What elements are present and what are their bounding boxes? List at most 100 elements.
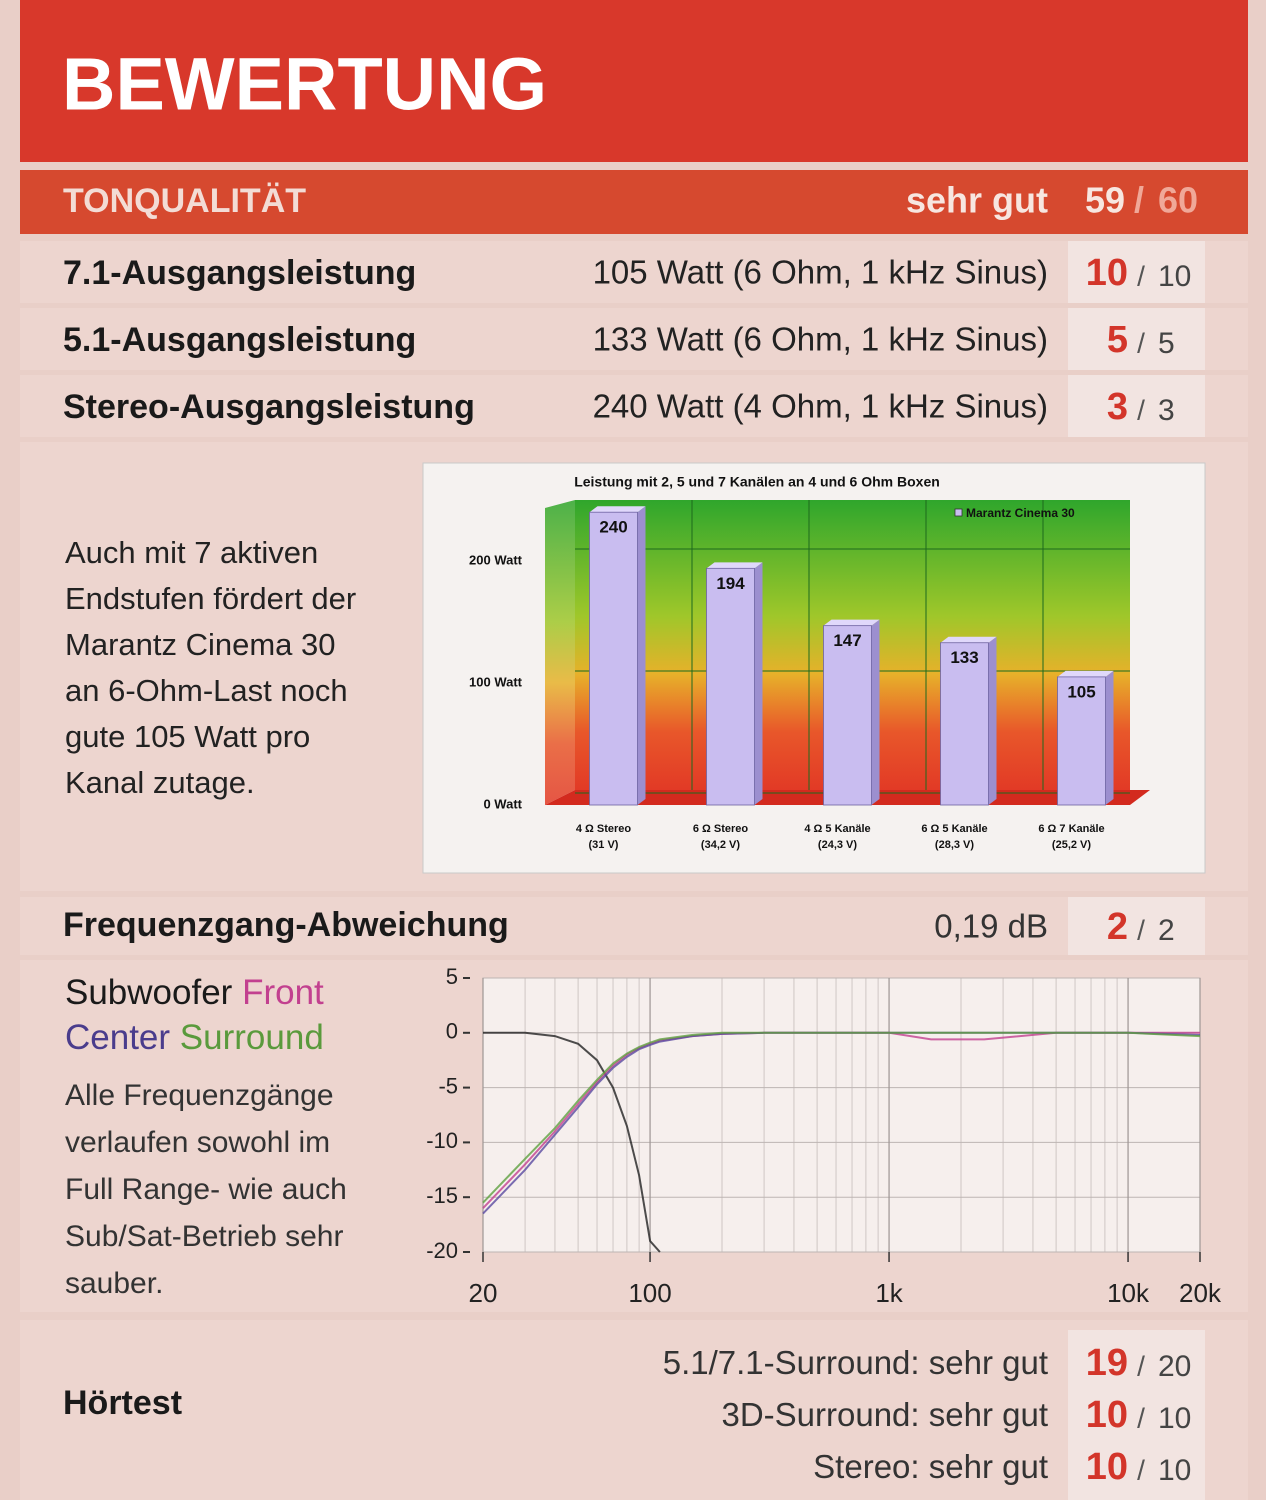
note-line: Auch mit 7 aktiven xyxy=(65,535,318,570)
row-band xyxy=(20,1320,1248,1500)
section-title: TONQUALITÄT xyxy=(63,182,306,220)
note-line: Endstufen fördert der xyxy=(65,581,356,616)
score: 2 xyxy=(1107,906,1128,948)
x-tick-label: (31 V) xyxy=(589,839,619,851)
header-band xyxy=(20,0,1248,162)
score-cell xyxy=(1068,375,1205,437)
x-tick-label: 4 Ω 5 Kanäle xyxy=(804,823,870,835)
legend-surround: Surround xyxy=(180,1018,324,1057)
bar-side xyxy=(754,562,763,805)
legend-front: Front xyxy=(242,973,324,1012)
value-label: 194 xyxy=(716,574,745,593)
section-band xyxy=(20,170,1248,234)
row-band xyxy=(20,308,1248,370)
separator: / xyxy=(1137,1350,1145,1381)
listening-item: 5.1/7.1-Surround: sehr gut xyxy=(663,1344,1048,1381)
score-cell xyxy=(1068,1330,1205,1500)
note-line: Full Range- wie auch xyxy=(65,1173,347,1206)
y-tick-label: 0 Watt xyxy=(483,796,522,811)
section-rating: sehr gut xyxy=(906,180,1048,221)
section-max: 60 xyxy=(1158,180,1198,221)
score: 19 xyxy=(1086,1342,1128,1384)
bar xyxy=(1057,676,1106,806)
x-tick-label: 6 Ω 7 Kanäle xyxy=(1038,823,1104,835)
legend-center: Center xyxy=(65,1018,170,1057)
legend-swatch xyxy=(954,508,963,517)
section-score: 59 xyxy=(1085,180,1125,221)
x-tick-label: 6 Ω 5 Kanäle xyxy=(921,823,987,835)
note-line: an 6-Ohm-Last noch xyxy=(65,673,348,708)
row-label: Frequenzgang-Abweichung xyxy=(63,906,509,944)
plot-area xyxy=(482,977,1201,1253)
item-label: Stereo: xyxy=(813,1448,919,1485)
bar-side xyxy=(1105,670,1114,805)
value-label: 133 xyxy=(950,648,978,667)
listening-item: Stereo: sehr gut xyxy=(813,1448,1048,1485)
max: 10 xyxy=(1158,1454,1191,1487)
score-cell xyxy=(1068,241,1205,303)
note-line: sauber. xyxy=(65,1267,163,1300)
separator: / xyxy=(1137,1454,1145,1485)
row-value: 105 Watt (6 Ohm, 1 kHz Sinus) xyxy=(593,254,1048,291)
score: 3 xyxy=(1107,386,1128,428)
max: 3 xyxy=(1158,394,1175,427)
max: 10 xyxy=(1158,260,1191,293)
row-value: 0,19 dB xyxy=(934,908,1048,945)
series-line xyxy=(482,1031,1201,1204)
y-tick-label: 100 Watt xyxy=(469,674,523,689)
separator: / xyxy=(1137,260,1145,291)
bar-side xyxy=(637,506,646,805)
bar-top xyxy=(823,619,880,626)
value-label: 240 xyxy=(599,518,627,537)
y-tick-label: -5 xyxy=(438,1073,458,1098)
row-value: 133 Watt (6 Ohm, 1 kHz Sinus) xyxy=(593,321,1048,358)
x-tick-label: 20k xyxy=(1179,1278,1222,1308)
score-cell xyxy=(1068,308,1205,370)
separator: / xyxy=(1137,327,1145,358)
score-cell xyxy=(1068,897,1205,955)
bar xyxy=(589,511,638,806)
max: 2 xyxy=(1158,914,1175,947)
item-rating: sehr gut xyxy=(929,1448,1048,1485)
listening-label: Hörtest xyxy=(63,1384,182,1422)
score: 10 xyxy=(1086,252,1128,294)
note-line: Alle Frequenzgänge xyxy=(65,1079,334,1112)
x-tick-label: 10k xyxy=(1107,1278,1150,1308)
frequency-legend-2: Center Surround xyxy=(65,1018,324,1057)
legend-subwoofer: Subwoofer xyxy=(65,973,233,1012)
x-tick-label: 1k xyxy=(875,1278,903,1308)
value-label: 105 xyxy=(1067,682,1095,701)
x-tick-label: (34,2 V) xyxy=(701,839,740,851)
row-band xyxy=(20,375,1248,437)
max: 5 xyxy=(1158,327,1175,360)
separator: / xyxy=(1137,914,1145,945)
note-line: Marantz Cinema 30 xyxy=(65,627,336,662)
bar xyxy=(940,642,989,806)
bar-side xyxy=(988,636,997,805)
max: 20 xyxy=(1158,1350,1191,1383)
header-title: BEWERTUNG xyxy=(62,43,547,126)
row-value: 240 Watt (4 Ohm, 1 kHz Sinus) xyxy=(593,388,1048,425)
row-label: 5.1-Ausgangsleistung xyxy=(63,321,416,359)
score: 10 xyxy=(1086,1446,1128,1488)
item-rating: sehr gut xyxy=(929,1396,1048,1433)
item-label: 3D-Surround: xyxy=(721,1396,919,1433)
note-line: Sub/Sat-Betrieb sehr xyxy=(65,1220,343,1253)
bar xyxy=(706,567,755,806)
note-line: verlaufen sowohl im xyxy=(65,1126,330,1159)
row-band xyxy=(20,241,1248,303)
item-label: 5.1/7.1-Surround: xyxy=(663,1344,920,1381)
x-tick-label: (24,3 V) xyxy=(818,839,857,851)
chart-title: Leistung mit 2, 5 und 7 Kanälen an 4 und… xyxy=(574,474,940,490)
x-tick-label: (25,2 V) xyxy=(1052,839,1091,851)
y-tick-label: -20 xyxy=(426,1238,458,1263)
bar-top xyxy=(940,636,997,643)
note-line: gute 105 Watt pro xyxy=(65,719,310,754)
row-label: Stereo-Ausgangsleistung xyxy=(63,388,475,426)
x-tick-label: 100 xyxy=(628,1278,671,1308)
bar-top xyxy=(706,562,763,569)
y-tick-label: 200 Watt xyxy=(469,552,523,567)
x-tick-label: (28,3 V) xyxy=(935,839,974,851)
frequency-legend-1: Subwoofer Front xyxy=(65,973,324,1012)
